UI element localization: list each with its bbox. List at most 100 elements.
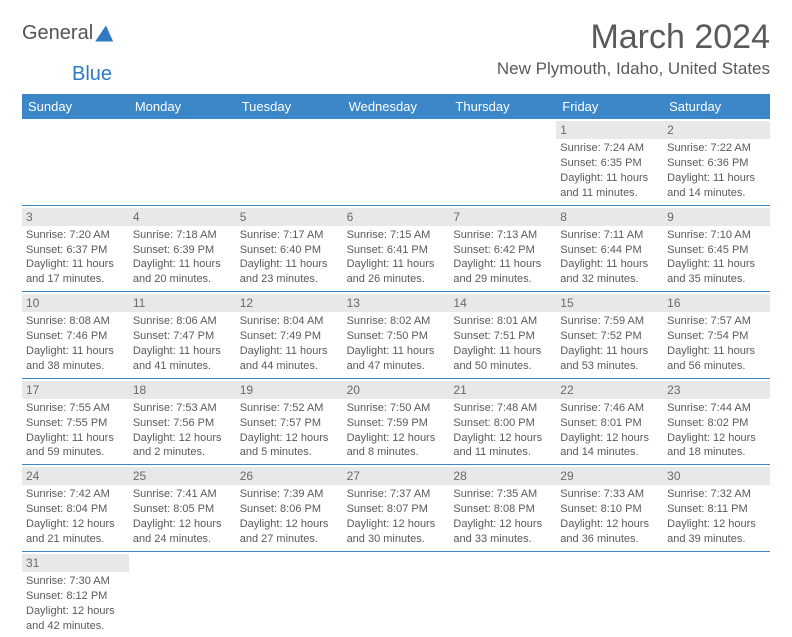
sunset-line: Sunset: 7:51 PM xyxy=(453,329,552,344)
sunrise-line: Sunrise: 8:01 AM xyxy=(453,314,552,329)
daylight-line-1: Daylight: 12 hours xyxy=(453,431,552,446)
day-header-tuesday: Tuesday xyxy=(236,94,343,119)
day-cell: 17Sunrise: 7:55 AMSunset: 7:55 PMDayligh… xyxy=(22,379,129,465)
sunrise-line: Sunrise: 7:24 AM xyxy=(560,141,659,156)
location: New Plymouth, Idaho, United States xyxy=(497,59,770,79)
day-cell: 7Sunrise: 7:13 AMSunset: 6:42 PMDaylight… xyxy=(449,206,556,292)
empty-cell xyxy=(236,552,343,637)
day-number: 23 xyxy=(663,381,770,399)
sunrise-line: Sunrise: 7:13 AM xyxy=(453,228,552,243)
empty-cell xyxy=(129,119,236,205)
daylight-line-1: Daylight: 11 hours xyxy=(26,344,125,359)
day-number: 18 xyxy=(129,381,236,399)
daylight-line-2: and 18 minutes. xyxy=(667,445,766,460)
day-cell: 19Sunrise: 7:52 AMSunset: 7:57 PMDayligh… xyxy=(236,379,343,465)
daylight-line-1: Daylight: 11 hours xyxy=(560,257,659,272)
day-cell: 27Sunrise: 7:37 AMSunset: 8:07 PMDayligh… xyxy=(343,465,450,551)
sunrise-line: Sunrise: 8:06 AM xyxy=(133,314,232,329)
daylight-line-2: and 17 minutes. xyxy=(26,272,125,287)
sunset-line: Sunset: 8:11 PM xyxy=(667,502,766,517)
day-cell: 30Sunrise: 7:32 AMSunset: 8:11 PMDayligh… xyxy=(663,465,770,551)
day-number: 17 xyxy=(22,381,129,399)
sunset-line: Sunset: 7:46 PM xyxy=(26,329,125,344)
day-header-sunday: Sunday xyxy=(22,94,129,119)
day-header-monday: Monday xyxy=(129,94,236,119)
daylight-line-2: and 20 minutes. xyxy=(133,272,232,287)
day-number: 10 xyxy=(22,294,129,312)
sunrise-line: Sunrise: 7:20 AM xyxy=(26,228,125,243)
sunrise-line: Sunrise: 7:37 AM xyxy=(347,487,446,502)
daylight-line-1: Daylight: 12 hours xyxy=(26,604,125,619)
empty-cell xyxy=(343,119,450,205)
sunrise-line: Sunrise: 7:10 AM xyxy=(667,228,766,243)
daylight-line-2: and 36 minutes. xyxy=(560,532,659,547)
sunrise-line: Sunrise: 7:30 AM xyxy=(26,574,125,589)
day-number: 6 xyxy=(343,208,450,226)
sunset-line: Sunset: 6:35 PM xyxy=(560,156,659,171)
sunrise-line: Sunrise: 7:42 AM xyxy=(26,487,125,502)
logo-text-2: Blue xyxy=(72,63,112,85)
sunset-line: Sunset: 6:40 PM xyxy=(240,243,339,258)
daylight-line-1: Daylight: 11 hours xyxy=(26,257,125,272)
daylight-line-1: Daylight: 11 hours xyxy=(667,171,766,186)
day-number: 9 xyxy=(663,208,770,226)
daylight-line-1: Daylight: 11 hours xyxy=(560,344,659,359)
sunrise-line: Sunrise: 7:39 AM xyxy=(240,487,339,502)
day-cell: 6Sunrise: 7:15 AMSunset: 6:41 PMDaylight… xyxy=(343,206,450,292)
day-cell: 23Sunrise: 7:44 AMSunset: 8:02 PMDayligh… xyxy=(663,379,770,465)
daylight-line-2: and 8 minutes. xyxy=(347,445,446,460)
weeks-container: 1 Sunrise: 7:24 AMSunset: 6:35 PM Daylight… xyxy=(22,119,770,637)
day-cell: 31Sunrise: 7:30 AMSunset: 8:12 PMDayligh… xyxy=(22,552,129,637)
sunset-line: Sunset: 8:07 PM xyxy=(347,502,446,517)
day-cell: 24Sunrise: 7:42 AMSunset: 8:04 PMDayligh… xyxy=(22,465,129,551)
day-number: 7 xyxy=(449,208,556,226)
day-cell: 4Sunrise: 7:18 AMSunset: 6:39 PMDaylight… xyxy=(129,206,236,292)
week-row: 3Sunrise: 7:20 AMSunset: 6:37 PMDaylight… xyxy=(22,206,770,293)
daylight-line-2: and 44 minutes. xyxy=(240,359,339,374)
daylight-line-1: Daylight: 11 hours xyxy=(667,344,766,359)
day-cell: 22Sunrise: 7:46 AMSunset: 8:01 PMDayligh… xyxy=(556,379,663,465)
sunset-line: Sunset: 6:37 PM xyxy=(26,243,125,258)
sunset-line: Sunset: 7:57 PM xyxy=(240,416,339,431)
empty-cell xyxy=(22,119,129,205)
day-cell: 14Sunrise: 8:01 AMSunset: 7:51 PMDayligh… xyxy=(449,292,556,378)
day-cell: 25Sunrise: 7:41 AMSunset: 8:05 PMDayligh… xyxy=(129,465,236,551)
sunrise-line: Sunrise: 7:57 AM xyxy=(667,314,766,329)
day-number: 14 xyxy=(449,294,556,312)
day-number: 20 xyxy=(343,381,450,399)
day-number: 3 xyxy=(22,208,129,226)
daylight-line-1: Daylight: 11 hours xyxy=(240,257,339,272)
sunrise-line: Sunrise: 7:59 AM xyxy=(560,314,659,329)
day-cell: 3 Sunrise: 7:20 AMSunset: 6:37 PMDaylight… xyxy=(22,206,129,292)
sunset-line: Sunset: 8:00 PM xyxy=(453,416,552,431)
daylight-line-1: Daylight: 11 hours xyxy=(133,344,232,359)
daylight-line-2: and 59 minutes. xyxy=(26,445,125,460)
day-number: 5 xyxy=(236,208,343,226)
sunrise-line: Sunrise: 8:08 AM xyxy=(26,314,125,329)
sunset-line: Sunset: 8:06 PM xyxy=(240,502,339,517)
day-number: 16 xyxy=(663,294,770,312)
daylight-line-1: Daylight: 12 hours xyxy=(453,517,552,532)
sunset-line: Sunset: 7:50 PM xyxy=(347,329,446,344)
sunrise-line: Sunrise: 7:48 AM xyxy=(453,401,552,416)
daylight-line-2: and 56 minutes. xyxy=(667,359,766,374)
day-number: 26 xyxy=(236,467,343,485)
day-number: 1 xyxy=(556,121,663,139)
daylight-line-2: and 39 minutes. xyxy=(667,532,766,547)
daylight-line-1: Daylight: 12 hours xyxy=(133,517,232,532)
sunrise-line: Sunrise: 7:22 AM xyxy=(667,141,766,156)
sunrise-line: Sunrise: 7:32 AM xyxy=(667,487,766,502)
daylight-line-1: Daylight: 12 hours xyxy=(667,517,766,532)
day-number: 29 xyxy=(556,467,663,485)
daylight-line-1: Daylight: 12 hours xyxy=(240,431,339,446)
logo: General xyxy=(22,22,113,45)
calendar: SundayMondayTuesdayWednesdayThursdayFrid… xyxy=(22,94,770,637)
sunset-line: Sunset: 6:44 PM xyxy=(560,243,659,258)
day-number: 27 xyxy=(343,467,450,485)
day-header-friday: Friday xyxy=(556,94,663,119)
sunset-line: Sunset: 6:39 PM xyxy=(133,243,232,258)
daylight-line-1: Daylight: 11 hours xyxy=(133,257,232,272)
daylight-line-1: Daylight: 12 hours xyxy=(240,517,339,532)
day-number: 28 xyxy=(449,467,556,485)
day-cell: 1Sunrise: 7:24 AMSunset: 6:35 PMDaylight… xyxy=(556,119,663,205)
